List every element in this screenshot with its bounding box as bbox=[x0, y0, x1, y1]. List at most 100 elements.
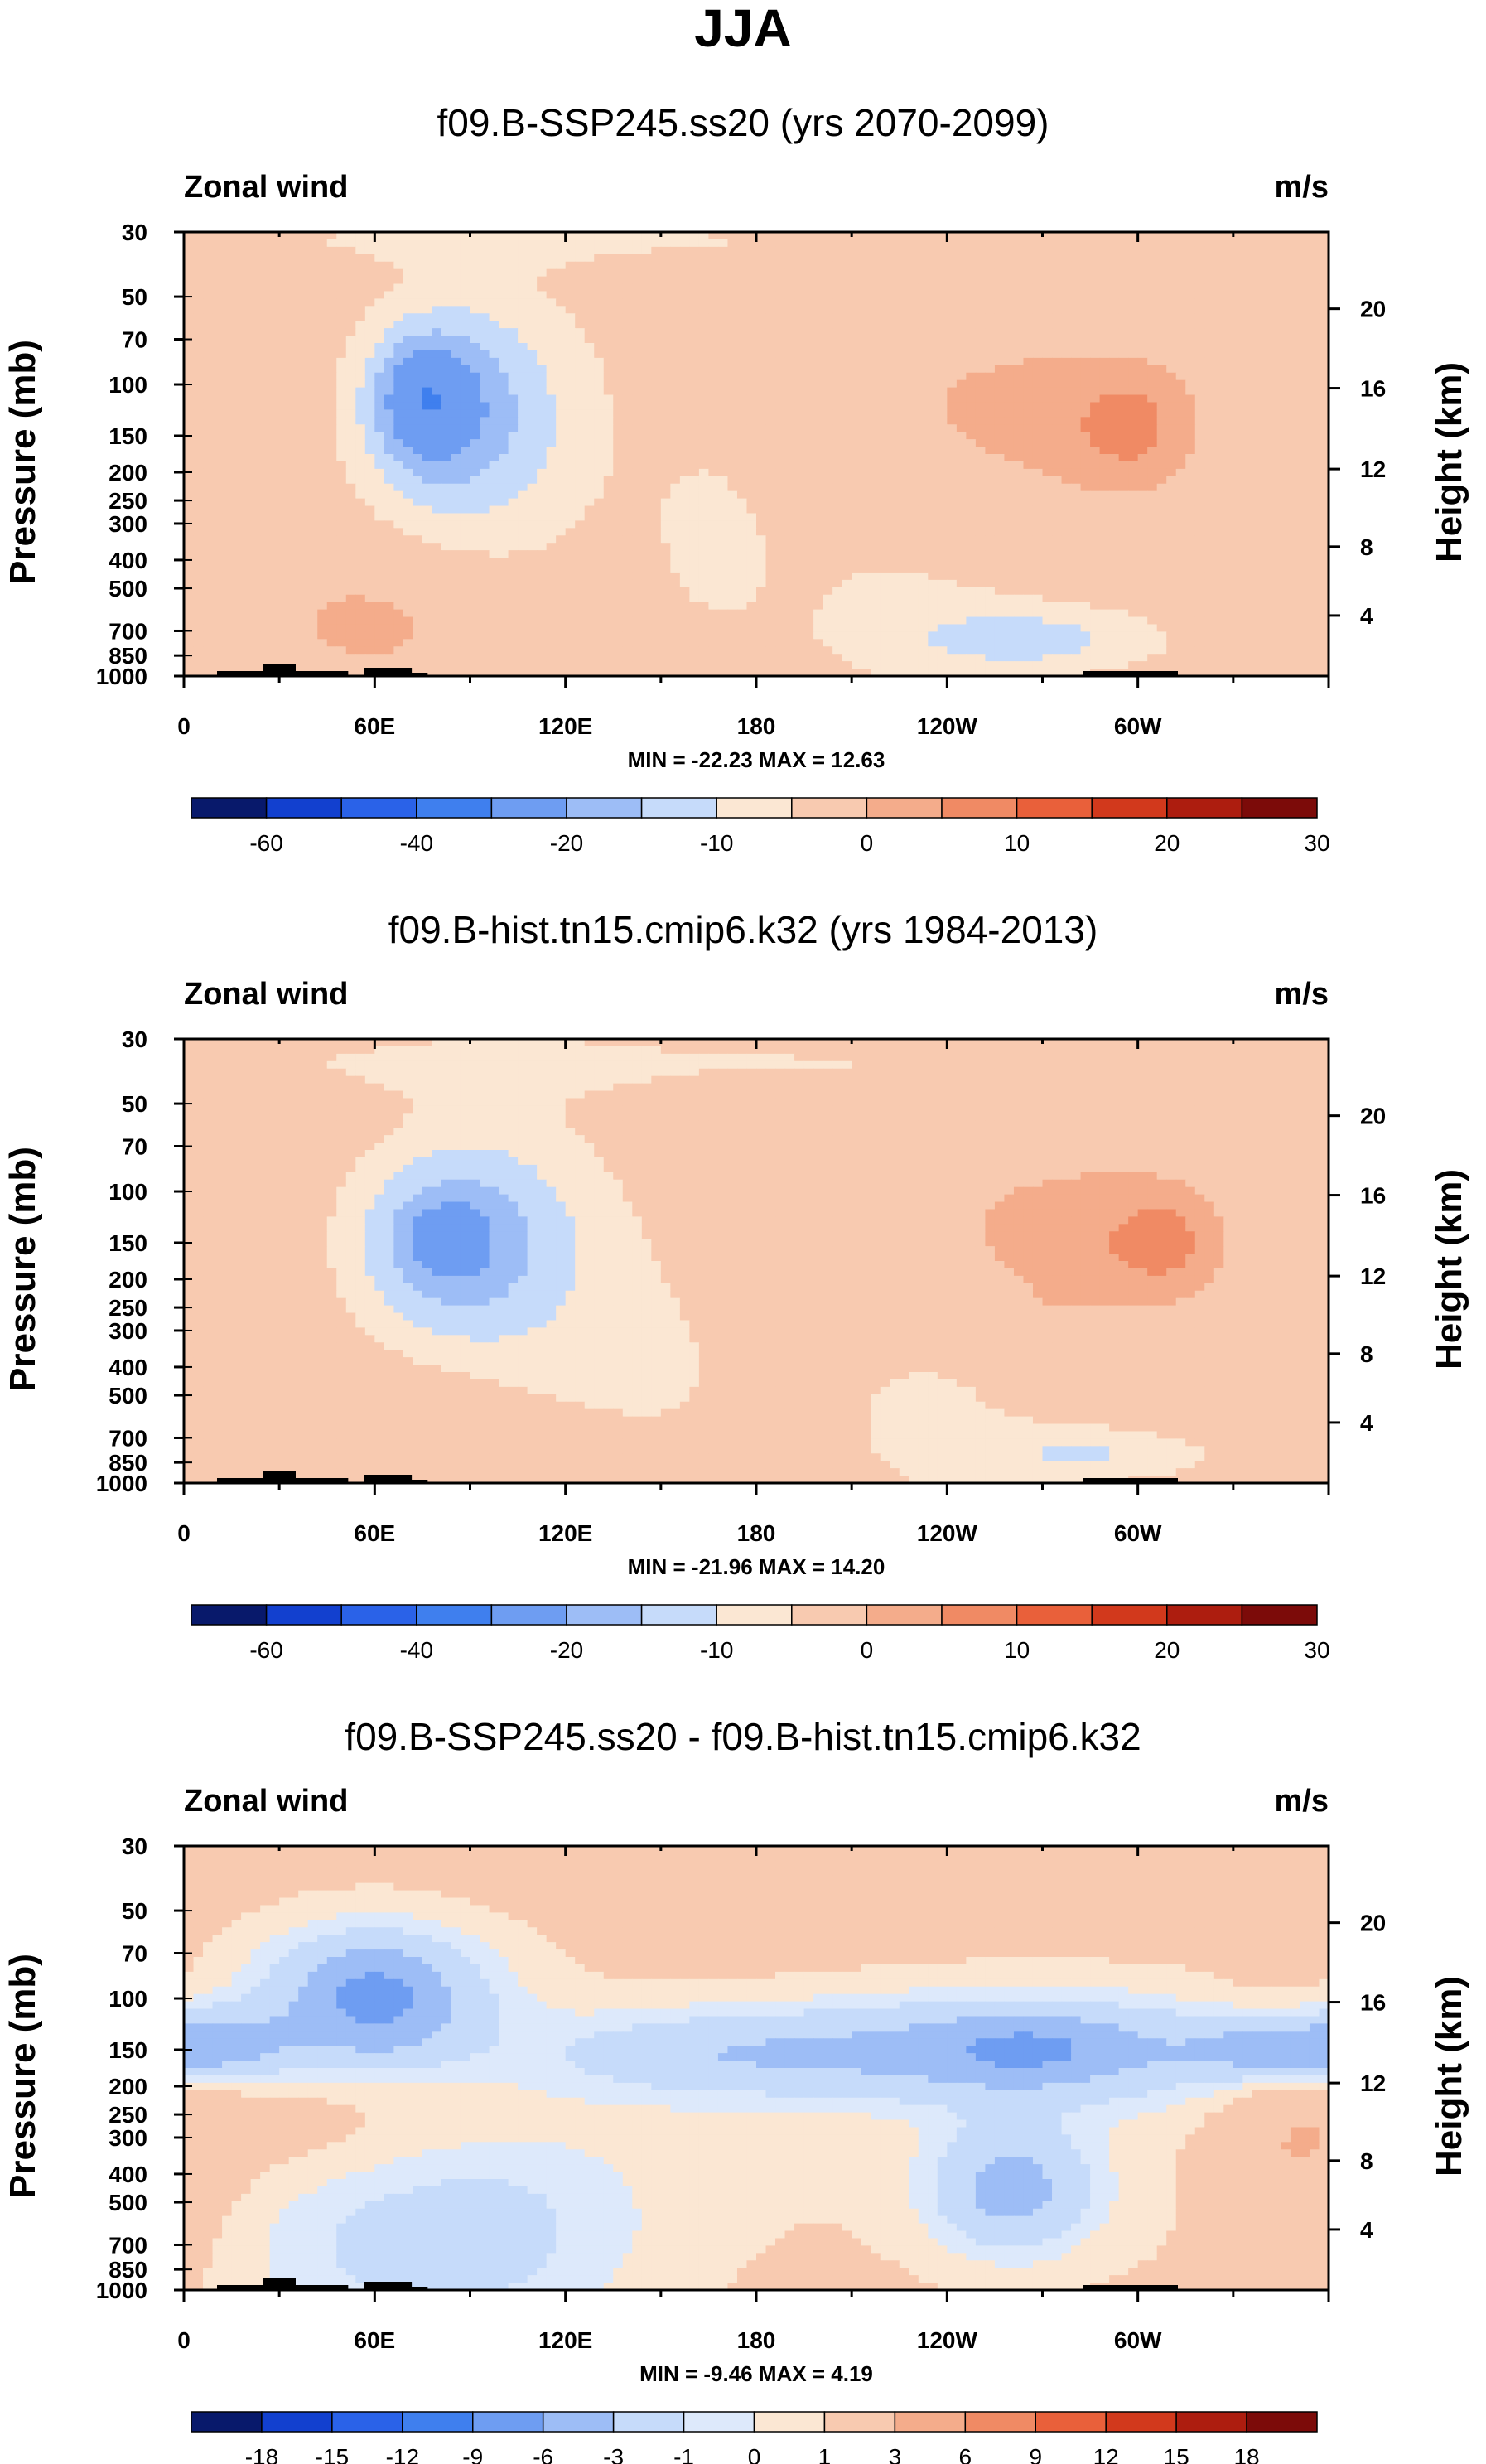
field-cell bbox=[680, 306, 690, 314]
field-cell bbox=[1062, 291, 1072, 299]
field-cell bbox=[623, 284, 633, 292]
field-cell bbox=[680, 262, 690, 270]
field-cell bbox=[632, 336, 642, 344]
field-cell bbox=[537, 254, 547, 263]
field-cell bbox=[1100, 277, 1110, 285]
field-cell bbox=[1100, 239, 1110, 248]
field-cell bbox=[871, 313, 881, 321]
field-cell bbox=[966, 239, 976, 248]
field-cell bbox=[1014, 247, 1024, 255]
field-cell bbox=[718, 291, 728, 299]
field-cell bbox=[346, 306, 356, 314]
field-cell bbox=[317, 247, 327, 255]
field-cell bbox=[1185, 321, 1195, 329]
field-cell bbox=[1090, 262, 1100, 270]
field-cell bbox=[365, 336, 375, 344]
field-cell bbox=[336, 269, 346, 278]
field-cell bbox=[966, 306, 976, 314]
field-cell bbox=[232, 239, 242, 248]
field-cell bbox=[890, 254, 900, 263]
field-cell bbox=[613, 343, 623, 351]
field-cell bbox=[794, 284, 804, 292]
field-cell bbox=[890, 306, 900, 314]
field-cell bbox=[1081, 313, 1091, 321]
field-cell bbox=[813, 277, 823, 285]
field-cell bbox=[289, 254, 299, 263]
field-cell bbox=[194, 254, 204, 263]
field-cell bbox=[222, 291, 232, 299]
field-cell bbox=[327, 298, 337, 307]
field-cell bbox=[222, 298, 232, 307]
field-cell bbox=[432, 321, 441, 329]
field-cell bbox=[1138, 247, 1148, 255]
field-cell bbox=[852, 343, 861, 351]
field-cell bbox=[699, 284, 709, 292]
field-cell bbox=[756, 277, 766, 285]
field-cell bbox=[775, 269, 785, 278]
field-cell bbox=[1033, 321, 1043, 329]
panel-1-units-label: m/s bbox=[1275, 170, 1329, 205]
field-cell bbox=[632, 284, 642, 292]
field-cell bbox=[298, 298, 308, 307]
field-cell bbox=[746, 269, 756, 278]
field-cell bbox=[995, 284, 1005, 292]
field-cell bbox=[547, 247, 557, 255]
field-cell bbox=[470, 343, 480, 351]
field-cell bbox=[327, 284, 337, 292]
field-cell bbox=[1052, 239, 1062, 248]
field-cell bbox=[1166, 239, 1176, 248]
field-cell bbox=[327, 269, 337, 278]
field-cell bbox=[432, 291, 441, 299]
field-cell bbox=[556, 321, 566, 329]
field-cell bbox=[1004, 313, 1014, 321]
field-cell bbox=[890, 328, 900, 336]
field-cell bbox=[585, 343, 595, 351]
field-cell bbox=[1119, 254, 1129, 263]
field-cell bbox=[232, 343, 242, 351]
field-cell bbox=[832, 313, 842, 321]
field-cell bbox=[718, 298, 728, 307]
field-cell bbox=[1043, 298, 1053, 307]
field-cell bbox=[766, 269, 776, 278]
field-cell bbox=[490, 284, 499, 292]
field-cell bbox=[1300, 298, 1310, 307]
field-cell bbox=[1128, 284, 1138, 292]
field-cell bbox=[727, 239, 737, 248]
field-cell bbox=[194, 328, 204, 336]
field-cell bbox=[900, 306, 909, 314]
field-cell bbox=[661, 313, 671, 321]
field-cell bbox=[871, 239, 881, 248]
field-cell bbox=[804, 336, 814, 344]
field-cell bbox=[594, 328, 604, 336]
field-cell bbox=[1271, 298, 1281, 307]
field-cell bbox=[919, 269, 929, 278]
field-cell bbox=[1185, 306, 1195, 314]
field-cell bbox=[861, 306, 871, 314]
field-cell bbox=[537, 277, 547, 285]
field-cell bbox=[699, 328, 709, 336]
field-cell bbox=[1204, 269, 1214, 278]
field-cell bbox=[518, 298, 528, 307]
field-cell bbox=[642, 328, 652, 336]
field-cell bbox=[355, 247, 365, 255]
field-cell bbox=[756, 343, 766, 351]
field-cell bbox=[651, 239, 661, 248]
field-cell bbox=[1043, 306, 1053, 314]
field-cell bbox=[670, 298, 680, 307]
field-cell bbox=[346, 343, 356, 351]
field-cell bbox=[928, 321, 938, 329]
field-cell bbox=[451, 291, 461, 299]
field-cell bbox=[194, 247, 204, 255]
field-cell bbox=[995, 343, 1005, 351]
field-cell bbox=[642, 284, 652, 292]
field-cell bbox=[909, 306, 919, 314]
field-cell bbox=[1062, 247, 1072, 255]
field-cell bbox=[566, 247, 576, 255]
field-cell bbox=[184, 313, 194, 321]
field-cell bbox=[1052, 313, 1062, 321]
field-cell bbox=[832, 306, 842, 314]
field-cell bbox=[699, 321, 709, 329]
field-cell bbox=[393, 284, 403, 292]
field-cell bbox=[232, 254, 242, 263]
field-cell bbox=[881, 262, 890, 270]
